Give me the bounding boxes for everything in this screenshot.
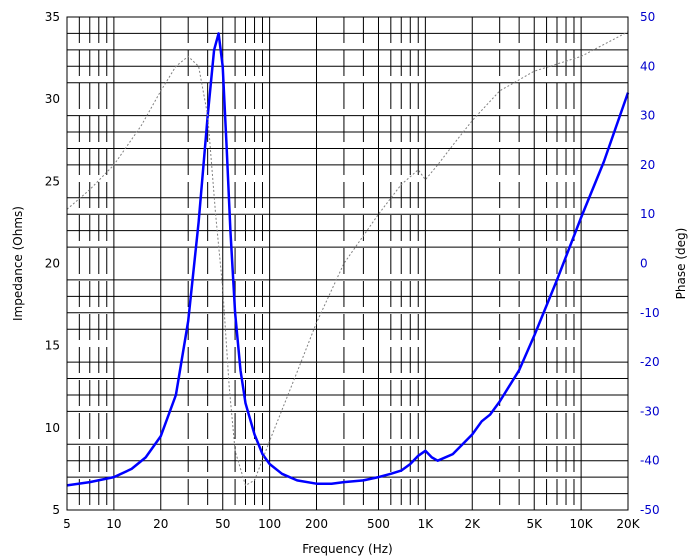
x-tick-label: 500: [367, 517, 390, 531]
y2-tick-label: 50: [640, 10, 655, 24]
x-tick-labels: 5 10 20 50 100 200 500 1K 2K 5K 10K 20K: [63, 517, 641, 531]
x-tick-label: 10: [106, 517, 121, 531]
y2-tick-label: 10: [640, 207, 655, 221]
y2-tick-label: -30: [640, 404, 660, 418]
y2-tick-label: 40: [640, 59, 655, 73]
x-tick-label: 100: [258, 517, 281, 531]
x-tick-label: 20K: [616, 517, 640, 531]
phase-series-line: [66, 31, 629, 486]
y-tick-label: 20: [45, 257, 60, 271]
y2-tick-label: -50: [640, 503, 660, 517]
x-axis-label: Frequency (Hz): [302, 542, 393, 556]
x-tick-label: 5K: [526, 517, 543, 531]
x-tick-label: 5: [63, 517, 71, 531]
y-axis-label: Impedance (Ohms): [11, 206, 25, 321]
y2-tick-label: 20: [640, 158, 655, 172]
y2-tick-label: 30: [640, 109, 655, 123]
x-tick-label: 10K: [570, 517, 594, 531]
y2-tick-label: -20: [640, 355, 660, 369]
y-tick-label: 35: [45, 10, 60, 24]
y-tick-label: 10: [45, 421, 60, 435]
y-tick-label: 15: [45, 339, 60, 353]
y-tick-label: 30: [45, 92, 60, 106]
x-tick-label: 2K: [464, 517, 481, 531]
y-tick-label: 25: [45, 174, 60, 188]
x-tick-label: 1K: [418, 517, 435, 531]
impedance-series-line: [66, 32, 630, 487]
y2-axis-label: Phase (deg): [674, 228, 688, 300]
series-layer: [66, 31, 630, 487]
y2-tick-label: -40: [640, 454, 660, 468]
y2-tick-label: 0: [640, 257, 648, 271]
plot-frame: [66, 16, 629, 511]
y-tick-labels: 5 10 15 20 25 30 35: [45, 10, 60, 517]
x-tick-label: 200: [305, 517, 328, 531]
y-tick-label: 5: [52, 503, 60, 517]
y2-tick-label: -10: [640, 306, 660, 320]
y2-tick-labels: -50 -40 -30 -20 -10 0 10 20 30 40 50: [640, 10, 660, 517]
grid: [66, 17, 629, 510]
x-tick-label: 50: [215, 517, 230, 531]
x-tick-label: 20: [153, 517, 168, 531]
